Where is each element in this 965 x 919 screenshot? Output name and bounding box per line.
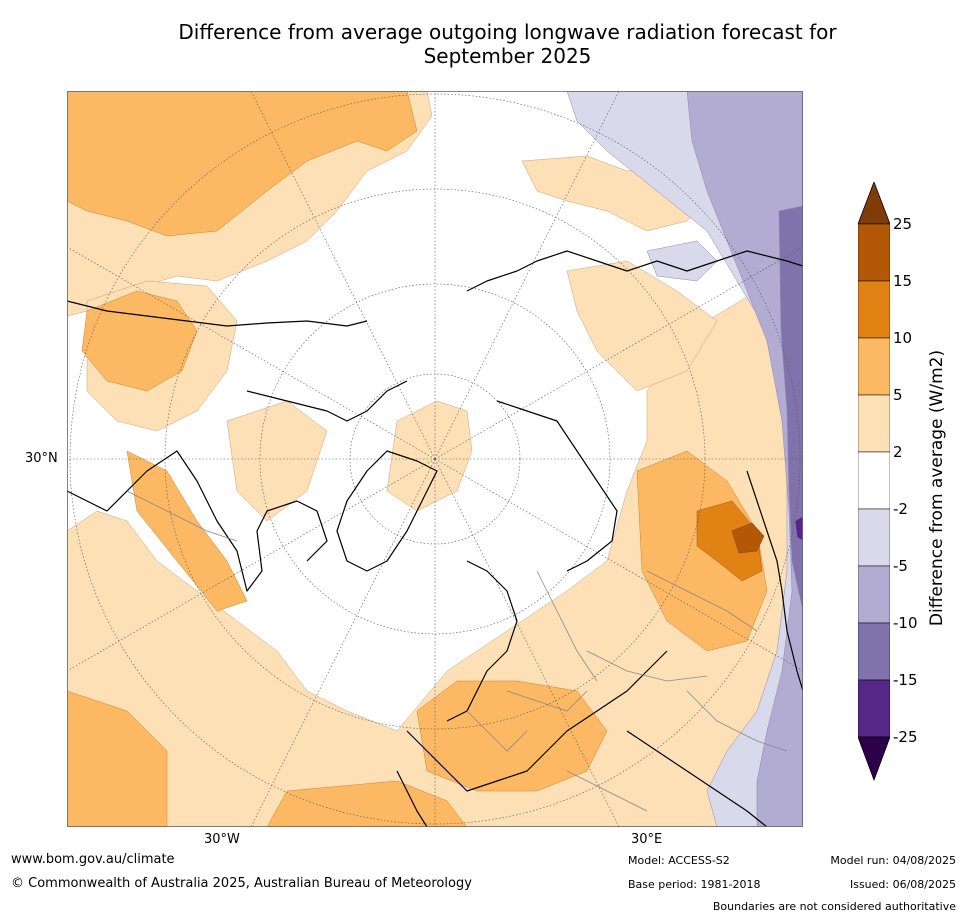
map-svg — [67, 91, 803, 827]
border-russia-west — [536, 570, 598, 682]
footer-base-period: Base period: 1981-2018 — [628, 878, 761, 891]
anomaly-5-10-layer — [67, 91, 768, 827]
anomaly-10-15-layer — [696, 500, 763, 582]
footer-copyright: © Commonwealth of Australia 2025, Austra… — [11, 876, 472, 891]
colorbar-tick-15: 15 — [893, 272, 913, 290]
region-north-pacific-5-10 — [67, 91, 418, 237]
footer-issued: Issued: 06/08/2025 — [849, 878, 956, 891]
colorbar-tick-10: 10 — [893, 329, 913, 347]
colorbar-tick-minus-15: -15 — [893, 671, 918, 689]
anomaly-15-25-layer — [731, 522, 765, 554]
latitude-label: 30°N — [25, 451, 58, 466]
region-east-asia-10-15 — [696, 500, 763, 582]
coastline-russia-arctic — [496, 400, 618, 572]
border-china-india — [686, 690, 788, 752]
title-line-1: Difference from average outgoing longwav… — [178, 20, 837, 44]
region-west-pacific-minus-5-10 — [686, 91, 803, 827]
colorbar-tick-minus-2: -2 — [893, 500, 908, 518]
colorbar-top-arrow — [857, 180, 891, 225]
country-borders — [126, 490, 788, 812]
colorbar-band-minus-15-25 — [857, 679, 891, 738]
border-middle-east — [566, 770, 648, 812]
coastline-middle-east — [626, 730, 768, 827]
colorbar — [857, 180, 891, 782]
colorbar-tick-25: 25 — [893, 215, 913, 233]
graticule — [67, 91, 803, 827]
coastline-arctic-canada — [246, 380, 408, 422]
colorbar-bottom-arrow — [857, 736, 891, 782]
region-greenland-2-5 — [386, 400, 473, 512]
region-east-asia-5-10 — [636, 450, 768, 652]
region-mediterranean-5-10 — [416, 680, 608, 792]
polar-map — [67, 91, 803, 827]
coastline-east-asia — [746, 470, 803, 692]
region-siberia-2-5 — [566, 260, 718, 392]
coastline-siberia — [466, 250, 803, 292]
region-siberia-minus-2-5 — [646, 240, 718, 282]
border-us-canada — [126, 490, 238, 542]
border-europe-1 — [466, 710, 528, 752]
map-frame — [67, 91, 803, 827]
meridian-60w — [67, 458, 436, 672]
colorbar-tick-2: 2 — [893, 443, 903, 461]
border-europe-2 — [506, 690, 588, 712]
region-west-pacific-minus-15-25 — [794, 515, 803, 542]
region-west-pacific-minus-10-15 — [778, 205, 803, 612]
map-title: Difference from average outgoing longwav… — [60, 20, 955, 68]
footer-disclaimer: Boundaries are not considered authoritat… — [712, 900, 956, 913]
colorbar-title: Difference from average (W/m2) — [927, 349, 947, 627]
region-pacific-west-5-10 — [81, 290, 198, 392]
region-tropical-south-5-10 — [266, 780, 468, 827]
colorbar-tick-5: 5 — [893, 386, 903, 404]
longitude-label-west: 30°W — [204, 832, 240, 847]
title-line-2: September 2025 — [423, 44, 592, 68]
colorbar-band-minus-10-15 — [857, 622, 891, 681]
footer-model-run: Model run: 04/08/2025 — [830, 854, 956, 867]
colorbar-band-10-15 — [857, 280, 891, 339]
coastline-greenland — [336, 450, 438, 572]
colorbar-band-minus-2-5 — [857, 508, 891, 567]
coastlines — [67, 250, 803, 827]
meridian-120w — [67, 246, 436, 460]
colorbar-svg — [857, 180, 891, 782]
colorbar-tick-minus-25: -25 — [893, 728, 918, 746]
coastline-europe — [406, 650, 668, 792]
region-tropical-atlantic-5-10 — [67, 690, 168, 827]
colorbar-band-5-10 — [857, 337, 891, 396]
border-china-mongolia — [646, 570, 758, 632]
longitude-label-east: 30°E — [631, 832, 663, 847]
colorbar-band-neutral — [857, 451, 891, 510]
coastline-scandinavia — [446, 560, 518, 722]
meridian-60e — [434, 458, 803, 672]
footer-url: www.bom.gov.au/climate — [11, 852, 175, 867]
anomaly-negative-layer — [566, 91, 803, 827]
colorbar-band-2-5 — [857, 394, 891, 453]
footer-model: Model: ACCESS-S2 — [628, 854, 730, 867]
colorbar-band-15-25 — [857, 223, 891, 282]
coastline-alaska — [67, 300, 368, 327]
colorbar-tick-minus-5: -5 — [893, 557, 908, 575]
coastline-africa — [396, 770, 428, 827]
meridian-120e — [434, 246, 803, 460]
colorbar-tick-minus-10: -10 — [893, 614, 918, 632]
colorbar-band-minus-5-10 — [857, 565, 891, 624]
region-north-america-5-10 — [126, 450, 248, 612]
border-kazakhstan — [586, 650, 708, 682]
region-east-asia-15-25 — [731, 522, 765, 554]
